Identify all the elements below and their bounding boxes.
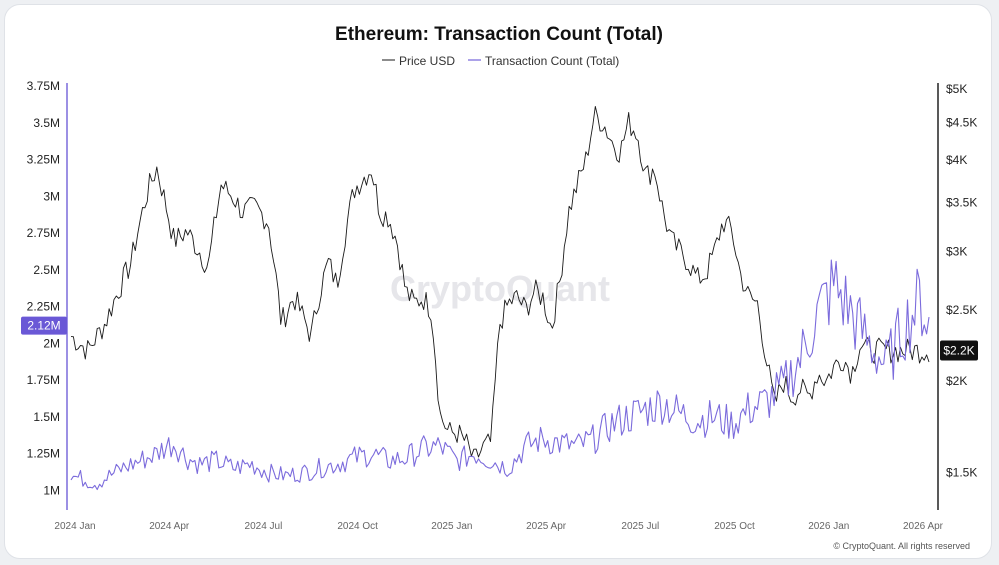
left-tick-label: 2.25M bbox=[27, 300, 60, 314]
left-tick-label: 3.5M bbox=[33, 116, 60, 130]
left-tick-label: 1.75M bbox=[27, 373, 60, 387]
right-tick-label: $1.5K bbox=[946, 465, 977, 479]
copyright: © CryptoQuant. All rights reserved bbox=[833, 541, 970, 551]
left-tick-label: 1.25M bbox=[27, 447, 60, 461]
series-line-price bbox=[70, 105, 930, 458]
right-current-value: $2.2K bbox=[943, 343, 974, 357]
right-tick-label: $4.5K bbox=[946, 116, 977, 130]
x-tick-label: 2024 Jul bbox=[245, 521, 283, 532]
left-tick-label: 2.5M bbox=[33, 263, 60, 277]
x-axis: 2024 Jan 2024 Apr 2024 Jul 2024 Oct 2025 Jan… bbox=[54, 521, 943, 532]
left-current-value: 2.12M bbox=[27, 319, 60, 333]
x-tick-label: 2026 Apr bbox=[903, 521, 944, 532]
x-tick-label: 2025 Apr bbox=[526, 521, 567, 532]
left-tick-label: 2.75M bbox=[27, 226, 60, 240]
x-tick-label: 2025 Jan bbox=[431, 521, 472, 532]
right-tick-label: $2.5K bbox=[946, 303, 977, 317]
legend-label-txcount[interactable]: Transaction Count (Total) bbox=[485, 54, 619, 68]
x-tick-label: 2024 Oct bbox=[337, 521, 378, 532]
left-tick-label: 2M bbox=[43, 336, 60, 350]
left-current-badge bbox=[21, 316, 67, 335]
current-value-badges: 2.12M $2.2K bbox=[21, 316, 978, 361]
watermark: CryptoQuant bbox=[390, 268, 610, 309]
chart-svg: Ethereum: Transaction Count (Total) Pric… bbox=[21, 24, 978, 551]
legend-label-price[interactable]: Price USD bbox=[399, 54, 455, 68]
x-tick-label: 2025 Jul bbox=[621, 521, 659, 532]
left-tick-label: 1M bbox=[43, 483, 60, 497]
left-tick-label: 1.5M bbox=[33, 410, 60, 424]
left-axis: 3.75M 3.5M 3.25M 3M 2.75M 2.5M 2.25M 2M 1.75M 1.5… bbox=[27, 79, 68, 510]
x-tick-label: 2024 Jan bbox=[54, 521, 95, 532]
x-tick-label: 2026 Jan bbox=[808, 521, 849, 532]
right-tick-label: $2K bbox=[946, 374, 967, 388]
right-current-badge bbox=[940, 340, 978, 361]
chart-title: Ethereum: Transaction Count (Total) bbox=[335, 24, 663, 45]
legend: Price USD Transaction Count (Total) bbox=[382, 54, 619, 68]
right-tick-label: $3K bbox=[946, 245, 967, 259]
x-tick-label: 2024 Apr bbox=[149, 521, 190, 532]
left-tick-label: 3.25M bbox=[27, 153, 60, 167]
left-tick-label: 3M bbox=[43, 189, 60, 203]
chart-card: Ethereum: Transaction Count (Total) Pric… bbox=[4, 4, 992, 559]
right-axis: $5K $4.5K $4K $3.5K $3K $2.5K $2K $1.5K bbox=[937, 82, 977, 510]
series-line-txcount bbox=[70, 259, 930, 491]
right-tick-label: $3.5K bbox=[946, 196, 977, 210]
x-tick-label: 2025 Oct bbox=[714, 521, 755, 532]
right-tick-label: $5K bbox=[946, 82, 967, 96]
left-tick-label: 3.75M bbox=[27, 79, 60, 93]
right-tick-label: $4K bbox=[946, 153, 967, 167]
series-layer bbox=[70, 105, 930, 491]
